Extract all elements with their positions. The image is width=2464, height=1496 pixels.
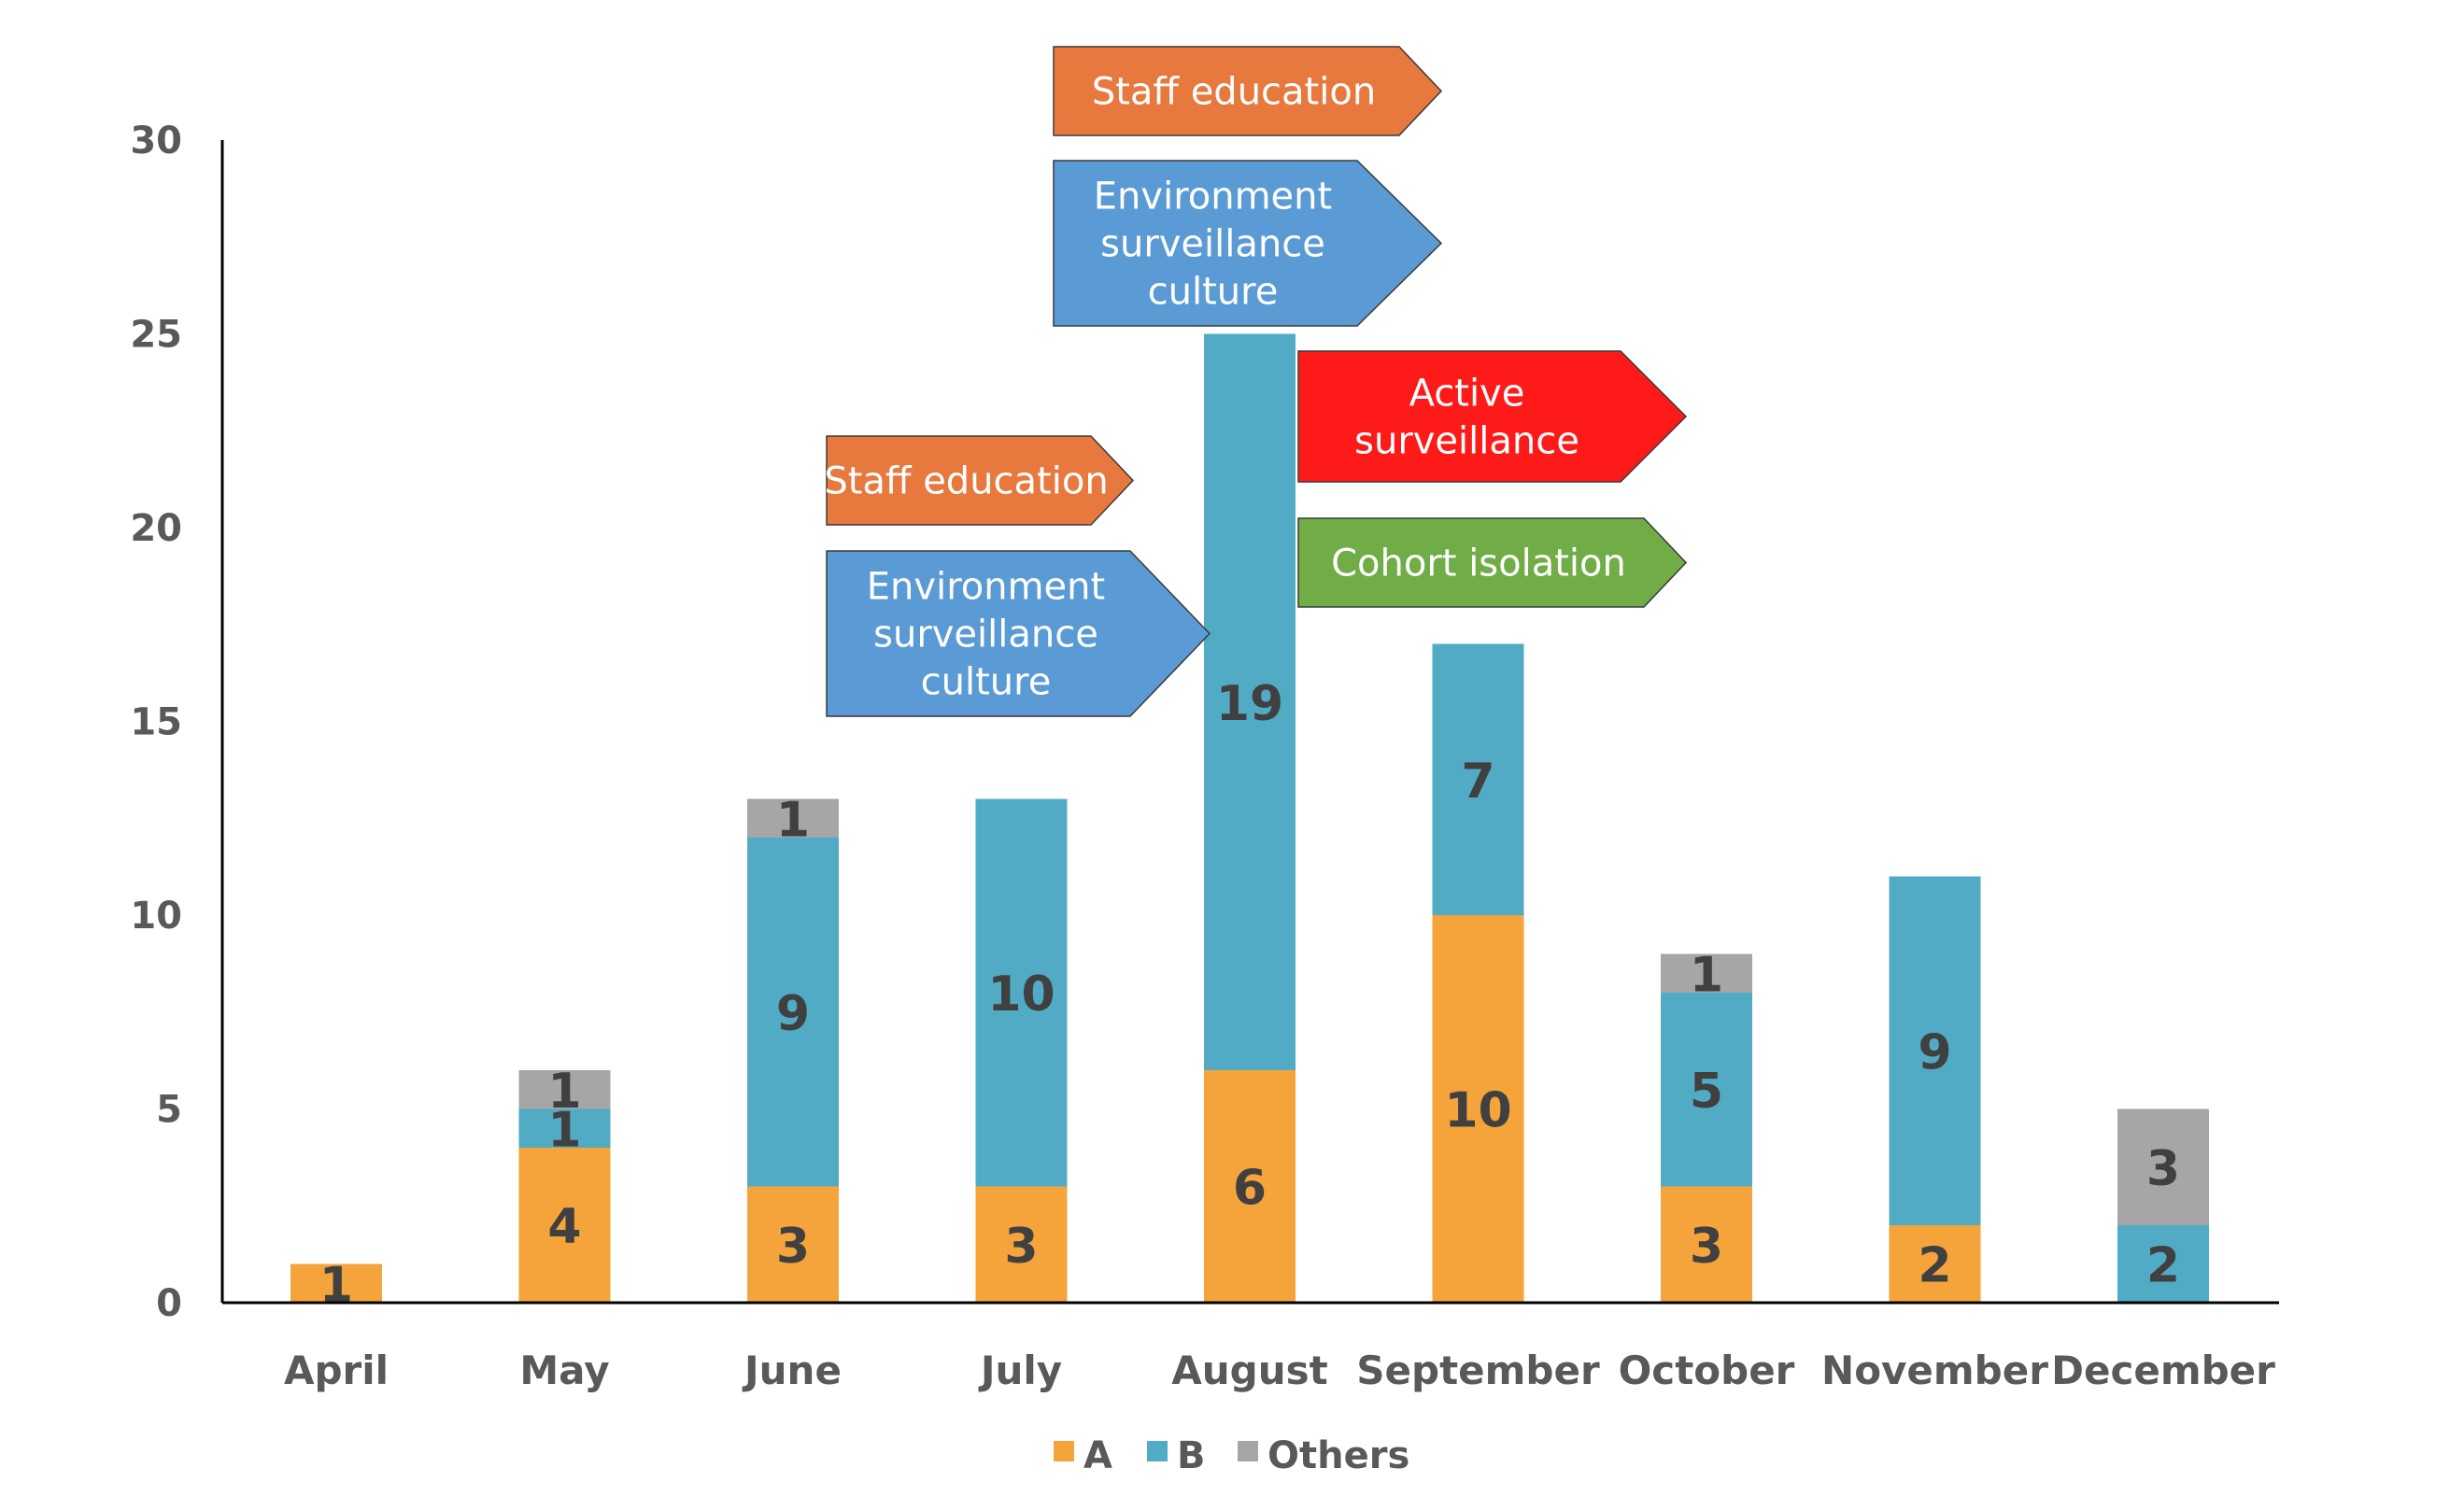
annotation-text: culture [921,661,1052,704]
bar-segment-a [747,1186,839,1303]
bar-segment-b [1204,333,1296,1070]
y-tick-label: 10 [130,895,182,938]
annotation-callout: Environment surveillance culture [826,550,1211,717]
bar-segment-b [1661,993,1752,1187]
annotation-arrow-shape [1297,517,1688,608]
data-label: 1 [319,1257,353,1313]
y-axis-ticks: 0 5 10 15 20 25 30 [130,120,182,1325]
bar-segment-a [1661,1186,1752,1303]
x-tick-label: May [519,1348,609,1393]
y-tick-label: 5 [156,1089,182,1132]
legend-swatch [1054,1441,1074,1461]
legend-swatch [1238,1441,1258,1461]
x-tick-label: August [1171,1348,1327,1393]
x-tick-label: September [1356,1348,1600,1393]
annotation-text: surveillance [873,614,1098,656]
data-label: 4 [547,1199,581,1255]
annotation-arrow-shape [1297,350,1688,483]
annotations: Staff educationEnvironmentsurveillancecu… [824,46,1688,717]
legend-label: A [1083,1434,1112,1477]
bar-segment-a [975,1186,1068,1303]
x-tick-label: April [284,1348,389,1393]
bar-segment-others [1661,953,1752,993]
annotation-arrow-shape [1053,160,1443,327]
bar-segment-b [2117,1225,2209,1303]
bar-segment-b [975,798,1068,1187]
data-label: 3 [2146,1141,2180,1197]
y-tick-label: 30 [130,120,182,162]
legend-label: Others [1267,1434,1409,1477]
x-tick-label: November [1821,1348,2048,1393]
data-label: 2 [1918,1238,1951,1294]
y-tick-label: 0 [156,1282,182,1325]
y-tick-label: 20 [130,507,182,550]
bar-segment-b [1432,643,1524,915]
bar-segment-a [1889,1225,1981,1303]
annotation-text: surveillance [1100,223,1325,266]
x-tick-label: June [742,1348,842,1393]
bar-segment-b [1889,876,1981,1225]
annotation-text: Staff education [1092,71,1376,114]
legend: A B Others [1054,1434,1409,1477]
annotation-text: Environment [867,566,1105,609]
y-tick-label: 15 [130,701,182,744]
annotation-callout: Staff education [1053,46,1443,136]
annotation-text: Active [1409,373,1525,416]
data-label: 1 [547,1102,581,1158]
bar-segment-a [1204,1070,1296,1303]
bar-segment-b [747,838,839,1187]
data-label: 9 [1918,1024,1951,1080]
data-label: 10 [1444,1083,1511,1139]
bar-segment-a [290,1263,382,1303]
annotation-text: culture [1148,271,1279,314]
bar-segment-b [518,1108,611,1148]
annotation-text: surveillance [1354,420,1579,463]
data-label: 3 [1004,1219,1038,1275]
annotation-arrow-shape [826,550,1211,717]
x-tick-label: July [978,1348,1062,1393]
bar-segment-others [2117,1108,2209,1225]
legend-item: B [1147,1434,1206,1477]
axes [220,140,2279,1305]
data-label: 10 [987,967,1055,1023]
legend-item: A [1054,1434,1112,1477]
legend-swatch [1147,1441,1168,1461]
annotation-callout: Staff education [824,435,1135,526]
legend-item: Others [1238,1434,1409,1477]
y-tick-label: 25 [130,314,182,357]
bar-segment-a [518,1148,611,1303]
data-label: 7 [1461,754,1494,810]
annotation-text: Cohort isolation [1331,543,1626,586]
bar-segment-a [1432,915,1524,1303]
data-label: 1 [547,1064,581,1120]
data-label: 2 [2146,1238,2180,1294]
x-tick-label: December [2051,1348,2275,1393]
bars [290,333,2209,1303]
annotation-text: Environment [1094,176,1332,219]
data-label: 5 [1690,1064,1723,1120]
legend-label: B [1177,1434,1206,1477]
bar-segment-others [518,1070,611,1109]
annotation-callout: Cohort isolation [1297,517,1688,608]
data-label: 19 [1216,676,1283,732]
annotation-arrow-shape [826,435,1135,526]
annotation-arrow-shape [1053,46,1443,136]
data-label: 3 [1690,1219,1723,1275]
bar-segment-others [747,798,839,838]
data-label: 3 [776,1219,810,1275]
data-label: 1 [1690,947,1723,1003]
annotation-text: Staff education [824,460,1108,503]
data-label: 9 [776,986,810,1042]
data-label: 6 [1233,1161,1267,1217]
x-axis-labels: April May June July August September October No… [284,1348,2275,1393]
x-tick-label: October [1619,1348,1795,1393]
data-label: 1 [776,792,810,848]
